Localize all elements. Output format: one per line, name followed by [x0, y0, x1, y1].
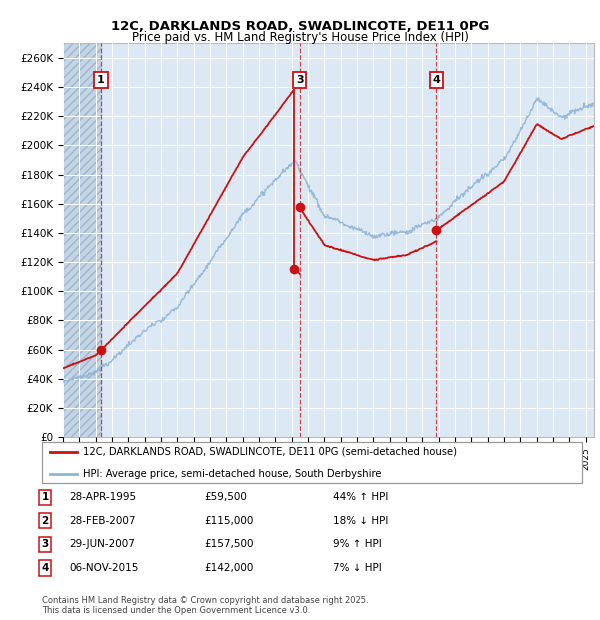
- Bar: [63, 43, 101, 437]
- Text: 28-FEB-2007: 28-FEB-2007: [69, 516, 136, 526]
- Text: 44% ↑ HPI: 44% ↑ HPI: [333, 492, 388, 502]
- Text: 3: 3: [296, 75, 304, 85]
- Text: Contains HM Land Registry data © Crown copyright and database right 2025.
This d: Contains HM Land Registry data © Crown c…: [42, 596, 368, 615]
- FancyBboxPatch shape: [42, 442, 582, 483]
- Text: Price paid vs. HM Land Registry's House Price Index (HPI): Price paid vs. HM Land Registry's House …: [131, 31, 469, 44]
- Text: £115,000: £115,000: [204, 516, 253, 526]
- Text: 12C, DARKLANDS ROAD, SWADLINCOTE, DE11 0PG: 12C, DARKLANDS ROAD, SWADLINCOTE, DE11 0…: [111, 20, 489, 33]
- Text: 06-NOV-2015: 06-NOV-2015: [69, 563, 139, 573]
- Text: 28-APR-1995: 28-APR-1995: [69, 492, 136, 502]
- Text: 3: 3: [41, 539, 49, 549]
- Text: £59,500: £59,500: [204, 492, 247, 502]
- Text: £142,000: £142,000: [204, 563, 253, 573]
- Text: 4: 4: [433, 75, 440, 85]
- Text: 4: 4: [41, 563, 49, 573]
- Text: 18% ↓ HPI: 18% ↓ HPI: [333, 516, 388, 526]
- Bar: [63, 43, 101, 437]
- Text: 1: 1: [41, 492, 49, 502]
- Text: £157,500: £157,500: [204, 539, 254, 549]
- Text: 2: 2: [41, 516, 49, 526]
- Text: 12C, DARKLANDS ROAD, SWADLINCOTE, DE11 0PG (semi-detached house): 12C, DARKLANDS ROAD, SWADLINCOTE, DE11 0…: [83, 447, 457, 457]
- Text: 1: 1: [97, 75, 105, 85]
- Text: 9% ↑ HPI: 9% ↑ HPI: [333, 539, 382, 549]
- Text: HPI: Average price, semi-detached house, South Derbyshire: HPI: Average price, semi-detached house,…: [83, 469, 381, 479]
- Text: 29-JUN-2007: 29-JUN-2007: [69, 539, 135, 549]
- Text: 7% ↓ HPI: 7% ↓ HPI: [333, 563, 382, 573]
